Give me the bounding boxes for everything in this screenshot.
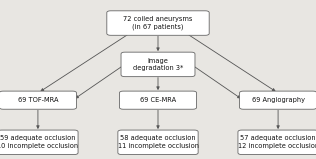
FancyBboxPatch shape [107, 11, 209, 35]
Text: 58 adequate occlusion
11 incomplete occlusion: 58 adequate occlusion 11 incomplete occl… [118, 135, 198, 149]
Text: Image
degradation 3*: Image degradation 3* [133, 58, 183, 71]
FancyBboxPatch shape [0, 130, 78, 155]
Text: 69 TOF-MRA: 69 TOF-MRA [18, 97, 58, 103]
Text: 69 CE-MRA: 69 CE-MRA [140, 97, 176, 103]
Text: 72 coiled aneurysms
(in 67 patients): 72 coiled aneurysms (in 67 patients) [123, 16, 193, 30]
FancyBboxPatch shape [240, 91, 316, 109]
FancyBboxPatch shape [121, 52, 195, 77]
Text: 57 adequate occlusion
12 incomplete occlusion: 57 adequate occlusion 12 incomplete occl… [238, 135, 316, 149]
FancyBboxPatch shape [238, 130, 316, 155]
Text: 59 adequate occlusion
10 incomplete occlusion: 59 adequate occlusion 10 incomplete occl… [0, 135, 78, 149]
FancyBboxPatch shape [119, 91, 197, 109]
FancyBboxPatch shape [118, 130, 198, 155]
FancyBboxPatch shape [0, 91, 76, 109]
Text: 69 Angiography: 69 Angiography [252, 97, 305, 103]
